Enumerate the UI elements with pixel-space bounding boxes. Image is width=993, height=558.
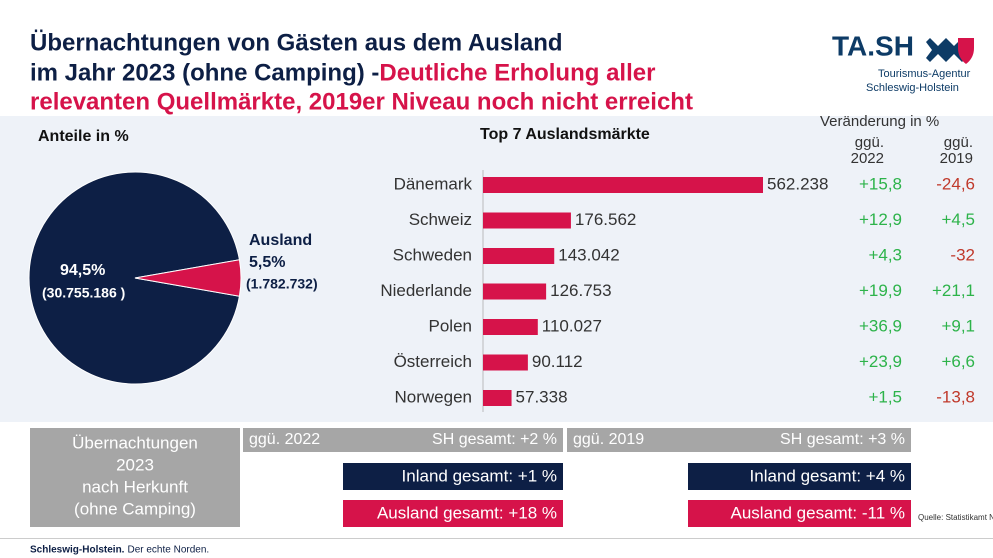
summary-label-box: [30, 428, 240, 527]
title-line: im Jahr 2023 (ohne Camping) -: [30, 59, 379, 86]
logo-sub: Schleswig-Holstein: [866, 82, 959, 94]
column-header: 2022: [851, 150, 884, 167]
logo: TA.SH: [832, 30, 914, 61]
category-label: Niederlande: [380, 281, 472, 300]
chart-title: Anteile in %: [38, 128, 129, 145]
sh-box: [567, 428, 911, 452]
ausland-box: [688, 500, 911, 527]
sh-total: SH gesamt: +2 %: [432, 431, 557, 448]
pie-slice: [28, 171, 241, 385]
column-header: ggü.: [944, 134, 973, 151]
change-value: +9,1: [941, 316, 975, 335]
pie-sub-label: (30.755.186 ): [42, 285, 125, 301]
change-value: +36,9: [859, 316, 902, 335]
logo-emblem: [958, 38, 974, 64]
inland-box: [343, 463, 563, 490]
logo-sub: Tourismus-Agentur: [878, 68, 971, 80]
logo-emblem: [926, 38, 966, 62]
bar: [483, 177, 763, 193]
change-value: +4,5: [941, 210, 975, 229]
ausland-box: [343, 500, 563, 527]
bar: [483, 319, 538, 335]
bar: [483, 390, 512, 406]
pie-category-label: Ausland: [249, 232, 312, 249]
ausland-total: Ausland gesamt: -11 %: [731, 503, 906, 522]
bar: [483, 212, 571, 229]
category-label: Polen: [429, 316, 472, 335]
inland-total: Inland gesamt: +1 %: [402, 466, 557, 485]
change-value: +15,8: [859, 174, 902, 193]
pie-sub-label: (1.782.732): [246, 276, 318, 292]
sh-box: [243, 428, 563, 452]
category-label: Schweiz: [409, 210, 472, 229]
category-label: Österreich: [394, 352, 472, 371]
summary-label: 2023: [116, 455, 154, 474]
value-label: 90.112: [532, 352, 583, 371]
inland-total: Inland gesamt: +4 %: [750, 466, 905, 485]
ausland-total: Ausland gesamt: +18 %: [377, 503, 557, 522]
value-label: 176.562: [575, 210, 636, 229]
group-name: ggü. 2019: [573, 431, 644, 448]
change-value: +12,9: [859, 210, 902, 229]
summary-label: (ohne Camping): [74, 499, 196, 518]
inland-box: [688, 463, 911, 490]
change-value: +19,9: [859, 281, 902, 300]
change-value: +4,3: [868, 245, 902, 264]
value-label: 126.753: [550, 281, 611, 300]
footer-rule: [0, 538, 993, 539]
source: Quelle: Statistikamt N: [918, 513, 993, 522]
pie-value-label: 94,5%: [60, 262, 105, 279]
bar: [483, 248, 555, 264]
value-label: 143.042: [558, 245, 619, 264]
change-value: -24,6: [936, 174, 975, 193]
pie-value-label: 5,5%: [249, 254, 285, 271]
title-highlight: relevanten Quellmärkte, 2019er Niveau no…: [30, 88, 693, 115]
value-label: 562.238: [767, 174, 828, 193]
column-header: 2019: [940, 150, 973, 167]
change-value: +1,5: [868, 387, 902, 406]
title-line: Übernachtungen von Gästen aus dem Auslan…: [30, 29, 563, 56]
changes-title: Veränderung in %: [820, 113, 939, 130]
change-value: -32: [950, 245, 975, 264]
bar: [483, 283, 547, 300]
category-label: Norwegen: [395, 387, 473, 406]
group-name: ggü. 2022: [249, 431, 320, 448]
chart-title: Top 7 Auslandsmärkte: [480, 126, 650, 143]
pie-slice: [134, 259, 242, 297]
category-label: Dänemark: [394, 174, 473, 193]
bar: [483, 354, 528, 371]
change-value: +6,6: [941, 352, 975, 371]
title-highlight: Deutliche Erholung aller: [379, 59, 655, 86]
summary-label: nach Herkunft: [82, 477, 188, 496]
value-label: 110.027: [542, 316, 602, 335]
footer-left: Schleswig-Holstein.: [30, 545, 125, 556]
change-value: +23,9: [859, 352, 902, 371]
change-value: -13,8: [936, 387, 975, 406]
footer-tag: Der echte Norden.: [127, 545, 209, 556]
summary-label: Übernachtungen: [72, 433, 198, 452]
value-label: 57.338: [516, 387, 568, 406]
category-label: Schweden: [393, 245, 472, 264]
sh-total: SH gesamt: +3 %: [780, 431, 905, 448]
change-value: +21,1: [932, 281, 975, 300]
column-header: ggü.: [855, 134, 884, 151]
